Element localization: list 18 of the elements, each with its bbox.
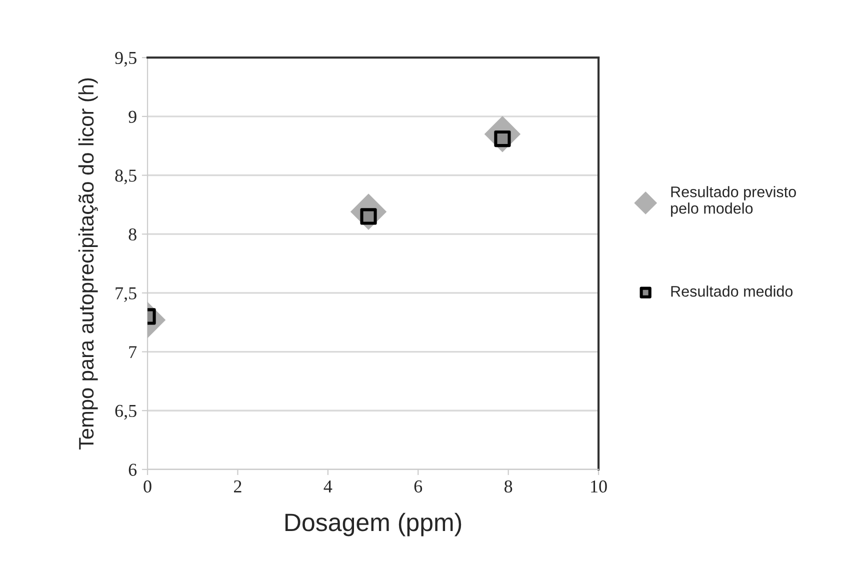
y-tick-label: 8,5 (115, 170, 136, 184)
y-tick-label: 6 (128, 464, 137, 476)
legend-label: Resultado previsto pelo modelo (671, 186, 796, 217)
y-axis-title: Tempo para autoprecipitação do licor (h) (78, 78, 98, 450)
x-tick-label: 8 (504, 480, 512, 493)
x-axis-title: Dosagem (ppm) (285, 512, 462, 536)
x-tick-label: 4 (324, 480, 332, 492)
x-tick-label: 2 (234, 480, 242, 492)
y-tick-label: 9 (128, 110, 136, 123)
x-tick-label: 0 (144, 480, 152, 493)
y-tick-label: 7,5 (116, 287, 136, 302)
y-tick-label: 6,5 (115, 404, 136, 420)
y-tick-label: 8 (128, 228, 136, 241)
y-tick-label: 9,5 (115, 52, 136, 67)
legend-label: Resultado medido (671, 286, 793, 297)
y-tick-label: 7 (129, 346, 137, 358)
x-tick-label: 10 (591, 480, 607, 493)
x-tick-label: 6 (414, 480, 422, 493)
